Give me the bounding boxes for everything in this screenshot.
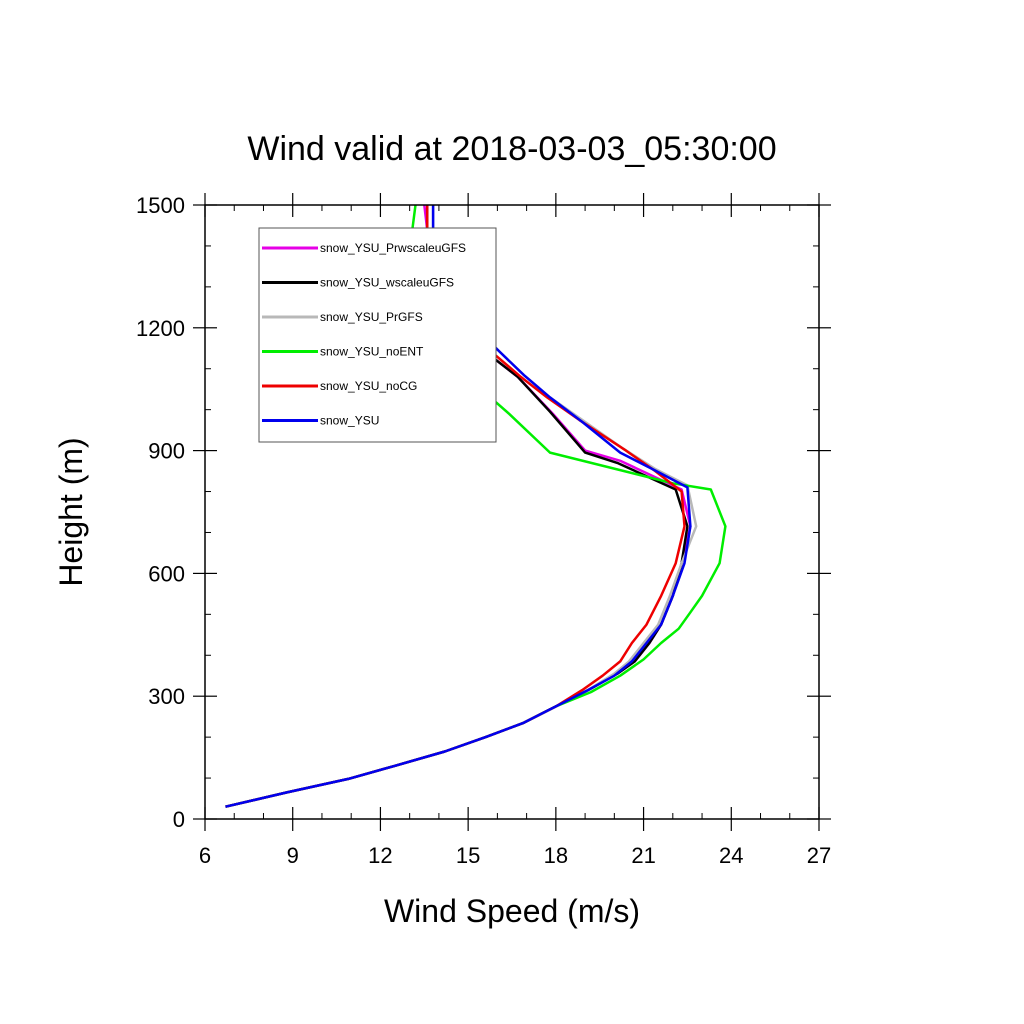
legend-box — [258, 227, 497, 443]
x-tick-label: 21 — [631, 843, 655, 868]
chart-title: Wind valid at 2018-03-03_05:30:00 — [247, 130, 776, 168]
y-tick-label: 600 — [148, 561, 185, 586]
legend-label-snow_YSU_PrwscaleuGFS: snow_YSU_PrwscaleuGFS — [320, 241, 466, 255]
y-tick-label: 1500 — [136, 193, 185, 218]
y-tick-label: 1200 — [136, 316, 185, 341]
y-tick-label: 900 — [148, 439, 185, 464]
legend-label-snow_YSU_noCG: snow_YSU_noCG — [320, 379, 417, 393]
x-tick-label: 12 — [368, 843, 392, 868]
legend: snow_YSU_PrwscaleuGFS snow_YSU_wscaleuGFS… — [258, 227, 497, 443]
x-tick-label: 9 — [287, 843, 299, 868]
x-tick-label: 27 — [807, 843, 831, 868]
y-tick-label: 300 — [148, 684, 185, 709]
y-tick-label: 0 — [173, 807, 185, 832]
legend-label-snow_YSU_PrGFS: snow_YSU_PrGFS — [320, 310, 423, 324]
legend-label-snow_YSU: snow_YSU — [320, 414, 379, 428]
ticks-layer: 6 9 12 15 18 21 24 27 0 300 600 900 1200 1500 — [136, 193, 831, 868]
y-axis-label: Height (m) — [53, 437, 89, 586]
x-tick-label: 18 — [544, 843, 568, 868]
legend-label-snow_YSU_noENT: snow_YSU_noENT — [320, 345, 424, 359]
x-tick-label: 6 — [199, 843, 211, 868]
x-tick-label: 15 — [456, 843, 480, 868]
x-tick-label: 24 — [719, 843, 743, 868]
plot-frame — [204, 204, 820, 820]
x-axis-label: Wind Speed (m/s) — [384, 893, 640, 929]
legend-label-snow_YSU_wscaleuGFS: snow_YSU_wscaleuGFS — [320, 276, 454, 290]
